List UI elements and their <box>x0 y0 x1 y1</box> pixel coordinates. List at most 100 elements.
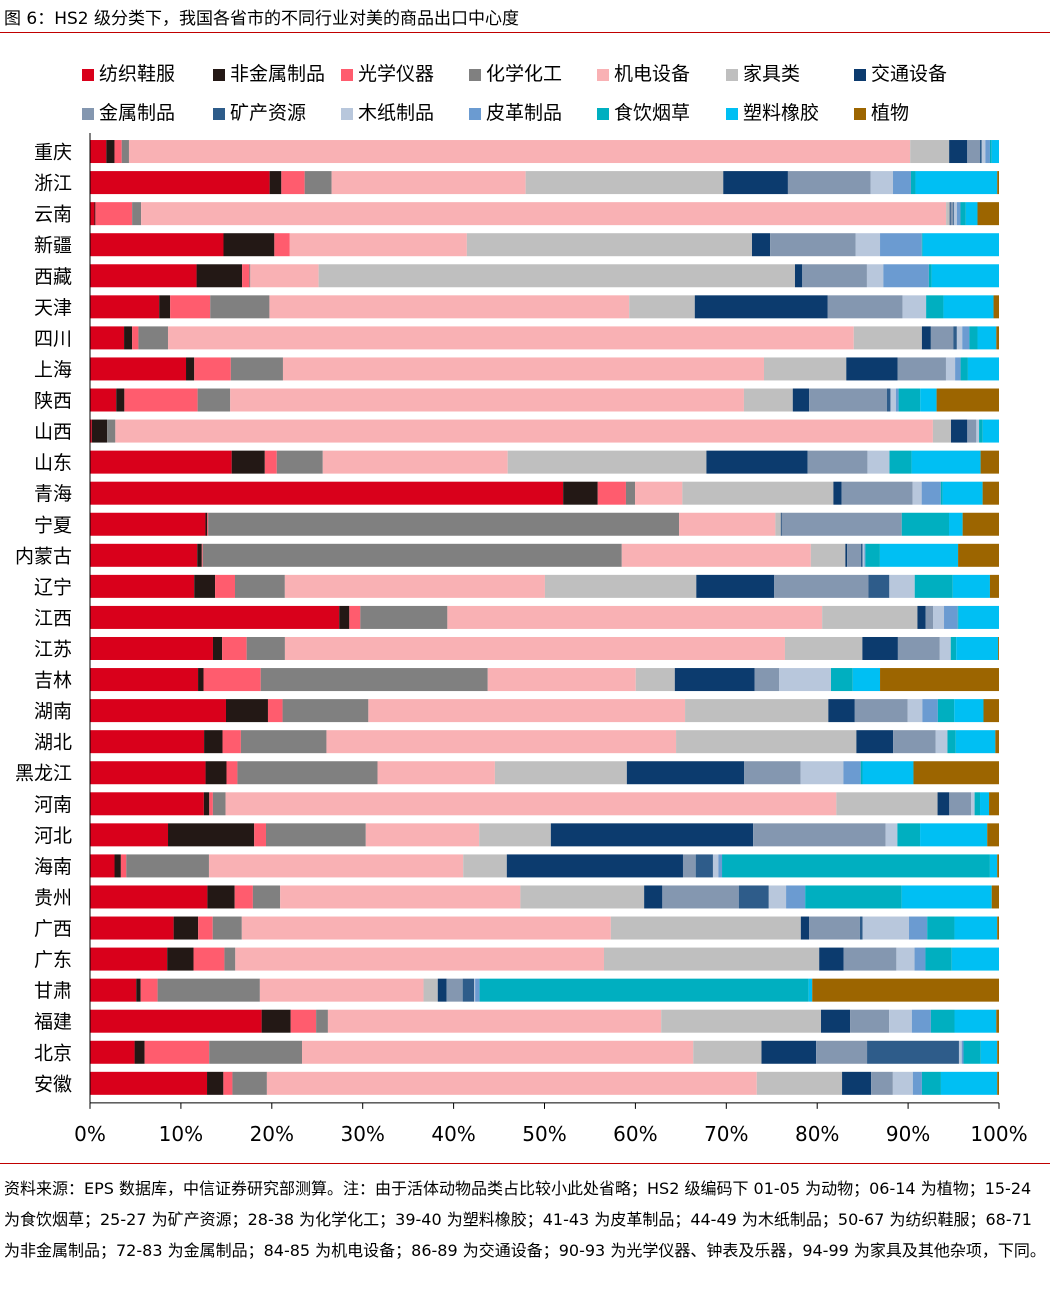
bar-segment <box>327 1009 662 1033</box>
bar-segment <box>855 233 881 257</box>
bar-segment <box>208 512 680 536</box>
bar-segment <box>977 326 997 350</box>
bar-segment <box>970 792 975 816</box>
bar-segment <box>897 823 921 847</box>
category-label: 山东 <box>34 452 72 474</box>
category-label: 广西 <box>34 918 72 940</box>
bar-segment <box>779 668 831 692</box>
title-rule <box>0 32 1050 33</box>
bar-segment <box>90 1009 262 1033</box>
bar-segment <box>90 947 168 971</box>
bar-segment <box>940 481 943 505</box>
bar-segment <box>928 264 932 288</box>
legend-swatch <box>213 69 225 81</box>
bar-segment <box>949 512 963 536</box>
bar-segment <box>204 730 223 754</box>
bar-segment <box>635 668 675 692</box>
legend-label: 交通设备 <box>871 63 947 85</box>
bar-segment <box>867 1040 959 1064</box>
bar-segment <box>842 1071 872 1095</box>
bar-segment <box>761 1040 817 1064</box>
bar-row <box>90 730 999 754</box>
legend-label: 皮革制品 <box>486 102 562 124</box>
bar-segment <box>910 171 916 195</box>
bar-segment <box>955 357 961 381</box>
bar-segment <box>930 1009 955 1033</box>
bar-segment <box>90 730 205 754</box>
category-label: 广东 <box>34 949 72 971</box>
bar-segment <box>281 171 305 195</box>
bar-segment <box>90 140 107 164</box>
bar-segment <box>956 202 961 226</box>
bar-segment <box>90 823 169 847</box>
category-label: 安徽 <box>34 1073 72 1095</box>
bar-segment <box>261 1009 291 1033</box>
bar-segment <box>897 636 940 660</box>
bar-segment <box>807 450 868 474</box>
category-label: 新疆 <box>34 235 72 257</box>
bar-segment <box>943 295 994 319</box>
bar-segment <box>209 1040 303 1064</box>
x-tick-label: 20% <box>250 1122 294 1146</box>
bar-segment <box>377 761 495 785</box>
bar-segment <box>90 605 340 629</box>
bar-segment <box>282 357 764 381</box>
bar-segment <box>995 730 999 754</box>
category-label: 四川 <box>34 328 72 350</box>
bar-segment <box>625 481 636 505</box>
bar-segment <box>939 636 951 660</box>
bar-segment <box>945 357 956 381</box>
bar-segment <box>462 978 475 1002</box>
bar-segment <box>892 1071 913 1095</box>
bar-segment <box>230 357 283 381</box>
bar-segment <box>967 357 999 381</box>
bar-row <box>90 885 999 909</box>
bar-segment <box>194 574 216 598</box>
bar-segment <box>907 699 923 723</box>
bar-segment <box>831 668 853 692</box>
category-label: 天津 <box>34 297 72 319</box>
bar-segment <box>958 1040 962 1064</box>
category-label: 云南 <box>34 204 72 226</box>
bar-segment <box>914 947 926 971</box>
bar-segment <box>780 512 782 536</box>
bar-segment <box>962 512 999 536</box>
bar-segment <box>915 171 998 195</box>
bar-segment <box>901 512 950 536</box>
bar-segment <box>437 978 447 1002</box>
bar-segment <box>159 295 171 319</box>
bar-segment <box>985 140 990 164</box>
bar-segment <box>706 450 808 474</box>
bar-segment <box>90 171 270 195</box>
category-label: 贵州 <box>34 887 72 909</box>
bar-segment <box>982 419 999 443</box>
category-label: 重庆 <box>34 142 72 164</box>
bar-segment <box>822 605 918 629</box>
bar-segment <box>763 357 847 381</box>
bar-segment <box>833 481 842 505</box>
bar-segment <box>947 730 956 754</box>
bar-segment <box>846 357 898 381</box>
bar-segment <box>864 543 866 567</box>
bar-segment <box>232 1071 267 1095</box>
legend-swatch <box>854 108 866 120</box>
bar-segment <box>241 916 611 940</box>
bar-segment <box>921 326 931 350</box>
legend-swatch <box>341 108 353 120</box>
x-axis: 0% 10% 20% 30% 40% 50% 60% 70% 80% 90% 100% <box>74 133 1028 1146</box>
bar-segment <box>980 450 999 474</box>
legend-swatch <box>726 69 738 81</box>
bar-segment <box>997 171 999 195</box>
bar-segment <box>862 543 865 567</box>
bar-segment <box>475 978 480 1002</box>
bar-segment <box>950 202 954 226</box>
category-label: 河北 <box>34 825 72 847</box>
bar-segment <box>260 668 488 692</box>
bar-segment <box>90 636 213 660</box>
bar-segment <box>222 636 247 660</box>
x-tick-label: 100% <box>970 1122 1027 1146</box>
bar-segment <box>318 264 795 288</box>
bar-segment <box>847 543 861 567</box>
x-tick-label: 40% <box>431 1122 475 1146</box>
